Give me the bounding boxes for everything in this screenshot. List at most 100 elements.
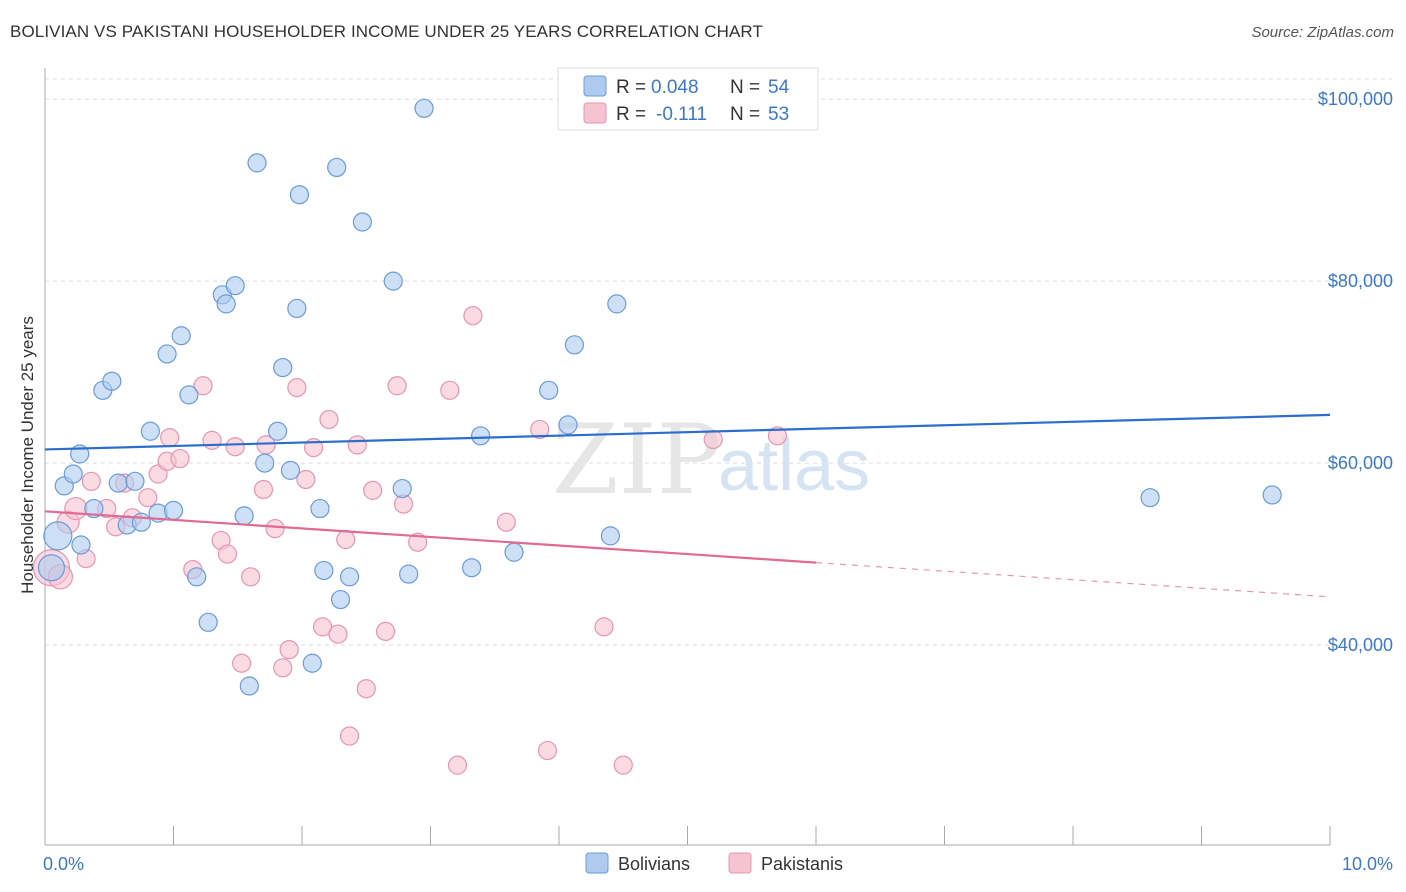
pakistani-point-47 [530, 419, 550, 440]
legend-swatch-pakistanis [583, 102, 607, 124]
pakistani-point-32 [319, 409, 339, 430]
bottom-legend: Bolivians Pakistanis [585, 852, 843, 874]
watermark-zip: ZIP [552, 404, 721, 516]
pakistani-point-51 [703, 429, 723, 450]
bolivian-point-7 [102, 371, 122, 391]
pakistani-point-44 [447, 755, 468, 775]
bolivian-point-4 [71, 535, 91, 555]
bolivian-point-36 [330, 589, 351, 610]
bolivian-point-53 [37, 554, 66, 582]
bolivian-point-35 [327, 157, 347, 178]
bolivian-point-44 [471, 426, 491, 446]
legend-n-value-bolivians: 54 [768, 77, 790, 98]
pakistani-trend-line [44, 510, 817, 564]
pakistani-point-14 [170, 448, 190, 469]
bolivian-point-17 [179, 385, 199, 405]
pakistani-points [32, 306, 788, 775]
source-label: Source: ZipAtlas.com [1251, 24, 1394, 41]
bolivian-point-43 [462, 558, 482, 578]
x-tick-label-0: 0.0% [43, 854, 84, 874]
bolivian-point-49 [600, 526, 621, 546]
bolivian-point-14 [157, 344, 177, 364]
pakistani-point-16 [193, 376, 213, 396]
pakistani-point-17 [202, 430, 222, 450]
legend-n-label-bolivians: N = [730, 77, 760, 98]
pakistani-point-49 [594, 617, 614, 637]
pakistani-point-31 [312, 617, 333, 637]
pakistani-point-21 [232, 653, 252, 673]
top-legend: R = 0.048 N = 54 R = -0.111 N = 53 [557, 67, 819, 131]
bottom-legend-swatch-bolivians [585, 852, 609, 874]
pakistani-point-19 [217, 544, 238, 564]
pakistani-point-39 [375, 621, 396, 642]
pakistani-point-29 [296, 469, 316, 490]
pakistani-point-45 [463, 306, 483, 326]
bolivian-point-46 [539, 380, 559, 400]
axes [44, 68, 1331, 846]
legend-r-value-bolivians: 0.048 [651, 77, 699, 98]
bolivian-point-51 [1140, 488, 1160, 508]
x-tick-labels: 0.0% 10.0% [43, 854, 1393, 874]
bolivian-point-32 [302, 653, 322, 673]
bolivian-point-5 [84, 498, 104, 519]
bolivian-point-23 [234, 506, 254, 526]
bolivian-point-12 [140, 421, 160, 441]
bolivian-points [37, 98, 1282, 696]
trend-lines [44, 413, 1331, 598]
bolivian-point-2 [63, 464, 83, 484]
bolivian-point-28 [273, 357, 293, 378]
bottom-legend-pakistanis: Pakistanis [761, 854, 843, 874]
bolivian-point-19 [198, 612, 218, 632]
bolivian-point-52 [1262, 485, 1282, 505]
bolivian-point-27 [267, 421, 288, 441]
pakistani-point-50 [613, 755, 633, 775]
pakistani-point-46 [496, 512, 516, 532]
bolivian-point-15 [163, 500, 184, 521]
pakistani-trend-line-dashed [815, 562, 1331, 598]
pakistani-point-26 [273, 658, 293, 678]
bolivian-point-25 [247, 153, 267, 173]
legend-r-value-pakistanis: -0.111 [656, 104, 707, 125]
bolivian-point-33 [310, 498, 330, 519]
pakistani-point-3 [64, 496, 88, 521]
bolivian-point-39 [383, 271, 403, 291]
pakistani-point-40 [387, 376, 407, 396]
bottom-legend-swatch-pakistanis [728, 852, 752, 874]
pakistani-point-34 [336, 529, 356, 550]
bolivian-point-24 [239, 676, 259, 696]
legend-n-label-pakistanis: N = [730, 104, 760, 125]
bolivian-point-10 [125, 471, 145, 491]
pakistani-point-5 [81, 471, 101, 491]
pakistani-point-43 [440, 380, 460, 400]
bolivian-point-18 [187, 567, 207, 587]
bolivian-point-26 [255, 453, 275, 473]
pakistani-point-42 [408, 532, 428, 552]
y-axis-label: Householder Income Under 25 years [18, 316, 37, 594]
pakistani-point-28 [287, 377, 307, 398]
bolivian-point-30 [287, 298, 307, 319]
bolivian-point-47 [558, 415, 578, 435]
bolivian-trend-line [44, 413, 1331, 451]
y-tick-label-2: $80,000 [1328, 271, 1393, 291]
bolivian-point-34 [314, 560, 334, 581]
pakistani-point-25 [265, 518, 285, 539]
bolivian-point-8 [108, 473, 128, 493]
y-tick-label-1: $60,000 [1328, 453, 1393, 473]
bolivian-point-38 [352, 212, 372, 232]
grid-lines [45, 78, 1392, 646]
pakistani-point-52 [767, 426, 788, 446]
bolivian-point-31 [289, 185, 310, 205]
pakistani-point-37 [356, 679, 376, 699]
bolivian-point-21 [216, 294, 236, 314]
pakistani-point-13 [160, 428, 180, 448]
bottom-legend-bolivians: Bolivians [618, 854, 690, 874]
bolivian-point-45 [504, 542, 524, 562]
bolivian-point-22 [225, 276, 245, 296]
x-tick-label-1: 10.0% [1342, 854, 1393, 874]
bolivian-point-16 [171, 326, 191, 346]
bolivian-point-42 [414, 98, 434, 118]
y-tick-labels: $40,000 $60,000 $80,000 $100,000 [1318, 89, 1393, 655]
bolivian-point-50 [607, 294, 627, 314]
pakistani-point-35 [339, 726, 360, 746]
y-tick-label-3: $100,000 [1318, 89, 1393, 109]
